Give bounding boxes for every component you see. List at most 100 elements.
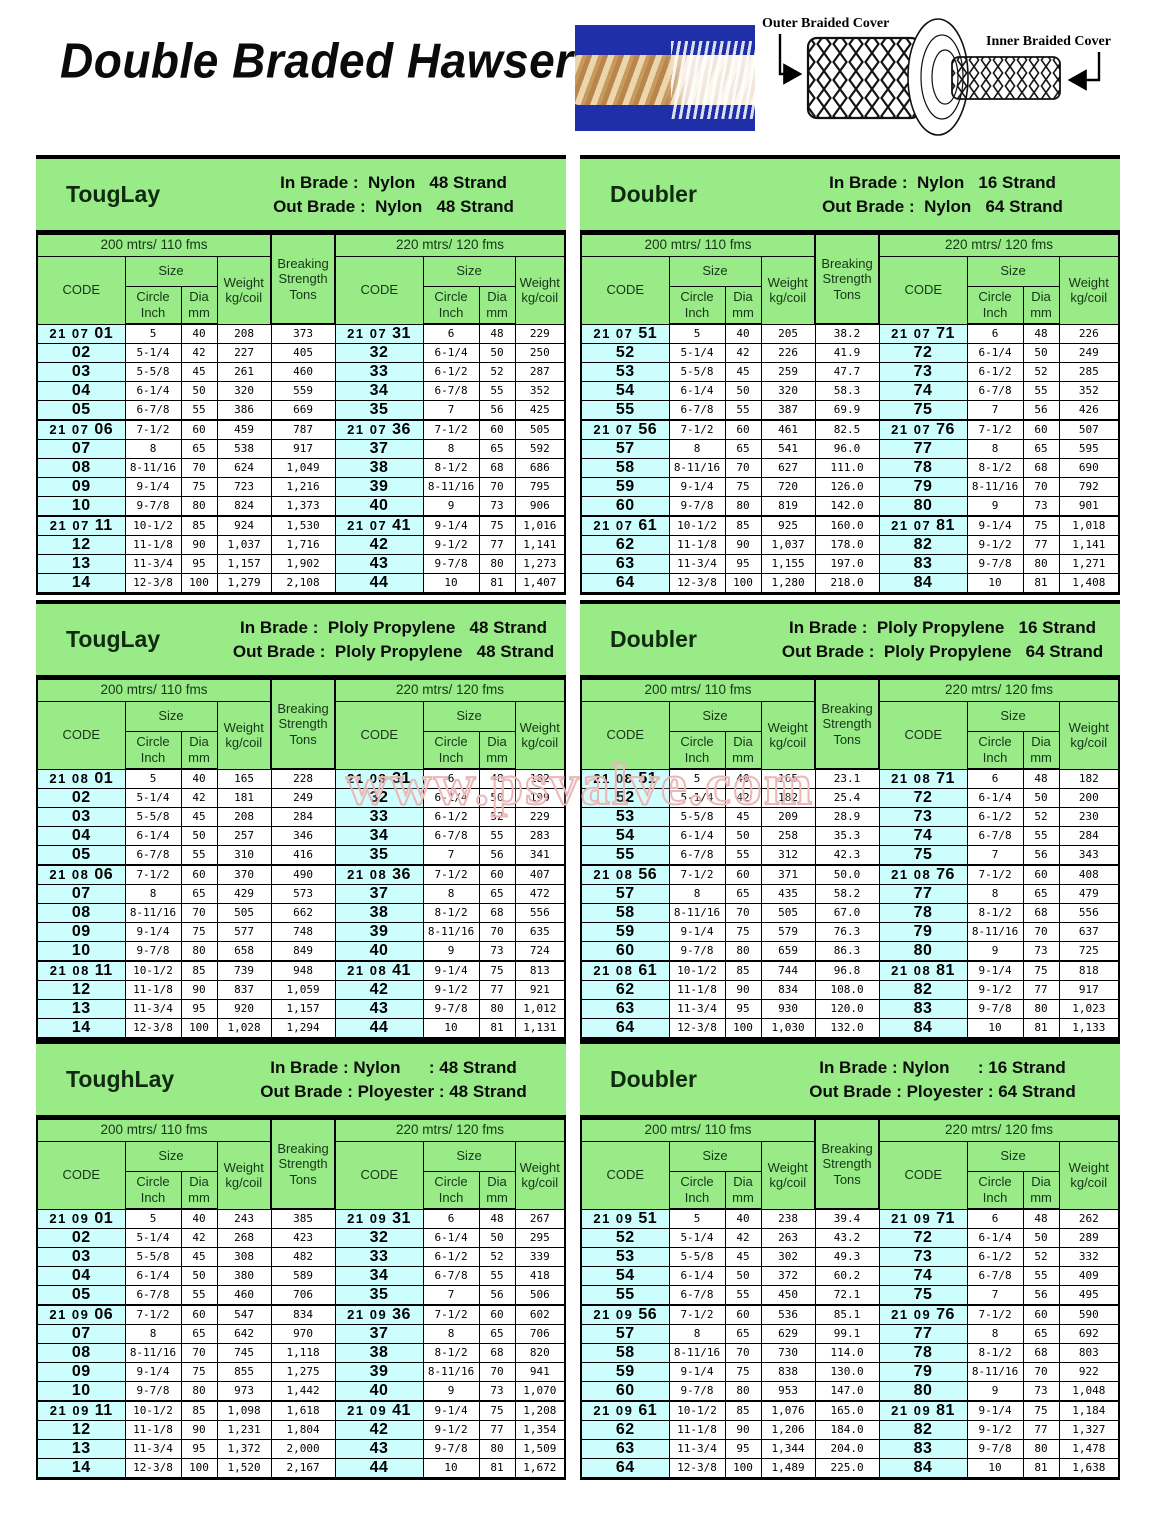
dia-mm-cell: 60 [1022, 863, 1060, 885]
circle-inch-cell: 9-1/2 [966, 534, 1024, 555]
circle-inch-cell: 6-1/4 [966, 1227, 1024, 1248]
table-row: 64 12-3/8 100 1,489 225.0 84 10 81 1,638 [580, 1457, 1120, 1479]
breaking-strength-cell: 1,902 [270, 553, 336, 574]
weight-cell: 724 [514, 940, 566, 961]
breaking-strength-cell: 132.0 [814, 1017, 880, 1039]
breaking-strength-cell: 178.0 [814, 534, 880, 555]
dia-mm-cell: 56 [478, 1284, 516, 1305]
dia-mm-cell: 50 [180, 380, 218, 401]
dia-mm-cell: 55 [180, 399, 218, 420]
dia-mm-cell: 50 [724, 825, 762, 846]
circle-inch-cell: 12-3/8 [124, 1457, 182, 1479]
code-cell: 14 [36, 572, 126, 594]
code-cell: 74 [878, 825, 968, 846]
code-cell: 10 [36, 1380, 126, 1401]
breaking-strength-cell: 42.3 [814, 844, 880, 865]
weight-cell: 973 [216, 1380, 272, 1401]
spec-table: 200 mtrs/ 110 fms Breaking Strength Tons… [36, 1118, 566, 1480]
table-row: 08 8-11/16 70 745 1,118 38 8-1/2 68 820 [36, 1342, 566, 1363]
code-cell: 21 09 01 [36, 1208, 126, 1229]
breaking-strength-cell: 1,442 [270, 1380, 336, 1401]
dia-mm-cell: 60 [1022, 1303, 1060, 1325]
weight-cell: 429 [216, 883, 272, 904]
table-row: 12 11-1/8 90 1,037 1,716 42 9-1/2 77 1,1… [36, 534, 566, 555]
breaking-strength-cell: 2,108 [270, 572, 336, 594]
code-cell: 12 [36, 534, 126, 555]
table-row: 21 08 51 5 40 165 23.1 21 08 71 6 48 182 [580, 768, 1120, 789]
code-cell: 21 07 01 [36, 323, 126, 344]
table-row: 54 6-1/4 50 372 60.2 74 6-7/8 55 409 [580, 1265, 1120, 1286]
breaking-strength-cell: 416 [270, 844, 336, 865]
breaking-strength-cell: 85.1 [814, 1303, 880, 1325]
weight-cell: 409 [1058, 1265, 1120, 1286]
circle-inch-cell: 6-1/4 [124, 380, 182, 401]
code-cell: 72 [878, 787, 968, 808]
breaking-strength-cell: 559 [270, 380, 336, 401]
circle-inch-cell: 7-1/2 [124, 1303, 182, 1325]
code-cell: 64 [580, 572, 670, 594]
breaking-strength-cell: 834 [270, 1303, 336, 1325]
code-header: CODE [36, 700, 126, 770]
circle-inch-cell: 8-11/16 [966, 1361, 1024, 1382]
code-cell: 21 08 71 [878, 768, 968, 789]
dia-mm-cell: 65 [724, 1323, 762, 1344]
circle-inch-cell: 10-1/2 [124, 514, 182, 536]
code-cell: 80 [878, 495, 968, 516]
spec-table-block: TougLay In Brade : Nylon 48 Strand Out Br… [36, 155, 566, 595]
code-cell: 37 [334, 1323, 424, 1344]
circle-inch-cell: 5 [124, 768, 182, 789]
dia-mm-cell: 48 [1022, 1208, 1060, 1229]
breaking-strength-cell: 1,618 [270, 1399, 336, 1421]
code-cell: 38 [334, 902, 424, 923]
code-cell: 34 [334, 1265, 424, 1286]
weight-cell: 230 [1058, 806, 1120, 827]
circle-inch-cell: 6-1/2 [966, 806, 1024, 827]
code-cell: 10 [36, 940, 126, 961]
code-cell: 21 07 56 [580, 418, 670, 440]
table-row: 21 09 01 5 40 243 385 21 09 31 6 48 267 [36, 1208, 566, 1229]
circle-inch-cell: 9-1/4 [422, 514, 480, 536]
weight-cell: 1,638 [1058, 1457, 1120, 1479]
circle-inch-cell: 8-11/16 [668, 1342, 726, 1363]
in-brade-spec: In Brade : Nylon : 48 Strand [270, 1057, 517, 1077]
code-cell: 77 [878, 438, 968, 459]
circle-inch-cell: 11-3/4 [668, 1438, 726, 1459]
spec-table-block: Doubler In Brade : Nylon 16 Strand Out Br… [580, 155, 1120, 595]
circle-inch-cell: 9-7/8 [966, 1438, 1024, 1459]
dia-mm-cell: 65 [478, 438, 516, 459]
breaking-strength-cell: 589 [270, 1265, 336, 1286]
code-cell: 38 [334, 1342, 424, 1363]
breaking-strength-cell: 147.0 [814, 1380, 880, 1401]
table-row: 53 5-5/8 45 302 49.3 73 6-1/2 52 332 [580, 1246, 1120, 1267]
section-220-header: 220 mtrs/ 120 fms [334, 233, 566, 257]
dia-mm-cell: 60 [478, 863, 516, 885]
code-cell: 73 [878, 1246, 968, 1267]
breaking-strength-cell: 948 [270, 959, 336, 981]
code-cell: 75 [878, 844, 968, 865]
circle-inch-cell: 6-1/2 [422, 361, 480, 382]
weight-cell: 577 [216, 921, 272, 942]
dia-mm-cell: 55 [1022, 1265, 1060, 1286]
weight-cell: 459 [216, 418, 272, 440]
weight-header: Weight kg/coil [216, 255, 272, 325]
weight-cell: 723 [216, 476, 272, 497]
circle-inch-cell: 6-1/4 [966, 787, 1024, 808]
breaking-strength-cell: 35.3 [814, 825, 880, 846]
dia-mm-cell: 75 [478, 1399, 516, 1421]
weight-cell: 1,028 [216, 1017, 272, 1039]
weight-cell: 579 [760, 921, 816, 942]
size-header: Size [422, 1140, 516, 1172]
weight-cell: 308 [216, 1246, 272, 1267]
dia-mm-cell: 45 [724, 361, 762, 382]
circle-inch-cell: 9-7/8 [422, 553, 480, 574]
dia-mm-cell: 40 [180, 1208, 218, 1229]
weight-cell: 941 [514, 1361, 566, 1382]
breaking-strength-cell: 669 [270, 399, 336, 420]
code-cell: 74 [878, 380, 968, 401]
section-200-header: 200 mtrs/ 110 fms [580, 233, 816, 257]
weight-cell: 165 [216, 768, 272, 789]
spec-table-block: ToughLay In Brade : Nylon : 48 Strand Out… [36, 1040, 566, 1480]
breaking-strength-cell: 385 [270, 1208, 336, 1229]
breaking-strength-header: Breaking Strength Tons [270, 233, 337, 325]
dia-mm-cell: 75 [1022, 1399, 1060, 1421]
